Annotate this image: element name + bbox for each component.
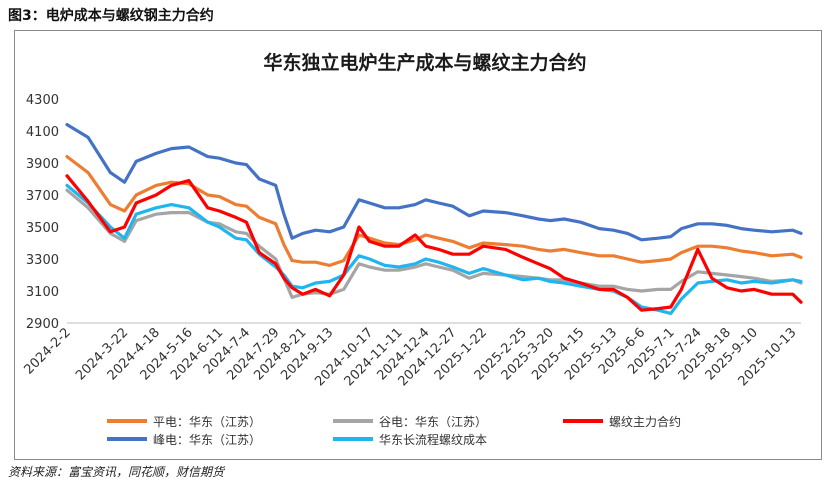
- chart-title: 华东独立电炉生产成本与螺纹主力合约: [263, 51, 586, 74]
- legend-label: 谷电：华东（江苏）: [379, 415, 487, 429]
- y-tick-label: 3100: [26, 285, 59, 300]
- legend-label: 峰电：华东（江苏）: [153, 433, 261, 447]
- legend-label: 平电：华东（江苏）: [153, 415, 261, 429]
- y-tick-label: 2900: [26, 317, 59, 332]
- series-layer: [65, 122, 803, 315]
- series-line: [65, 122, 803, 242]
- y-tick-label: 3700: [26, 189, 59, 204]
- series-line: [65, 174, 803, 312]
- y-tick-label: 3900: [26, 157, 59, 172]
- y-tick-label: 3300: [26, 253, 59, 268]
- source-note: 资料来源：富宝资讯，同花顺，财信期货: [8, 465, 225, 479]
- x-tick-label: 2024-2-2: [21, 325, 73, 377]
- legend-label: 华东长流程螺纹成本: [379, 432, 487, 447]
- series-line: [65, 154, 803, 267]
- y-axis: 2900 3100 3300 3500 3700 3900 4100 4300: [26, 93, 59, 332]
- x-axis: 2024-2-2 2024-3-222024-4-182024-5-162024-…: [21, 322, 801, 389]
- series-line: [65, 183, 803, 315]
- y-tick-label: 3500: [26, 221, 59, 236]
- line-chart: 华东独立电炉生产成本与螺纹主力合约 2900 3100 3300 3500 3700 39…: [21, 51, 803, 447]
- y-tick-label: 4100: [26, 125, 59, 140]
- legend-label: 螺纹主力合约: [609, 414, 681, 429]
- y-tick-label: 4300: [26, 93, 59, 108]
- figure-label: 图3：电炉成本与螺纹钢主力合约: [8, 8, 214, 24]
- chart-panel: 华东独立电炉生产成本与螺纹主力合约 2900 3100 3300 3500 3700 39…: [14, 30, 822, 460]
